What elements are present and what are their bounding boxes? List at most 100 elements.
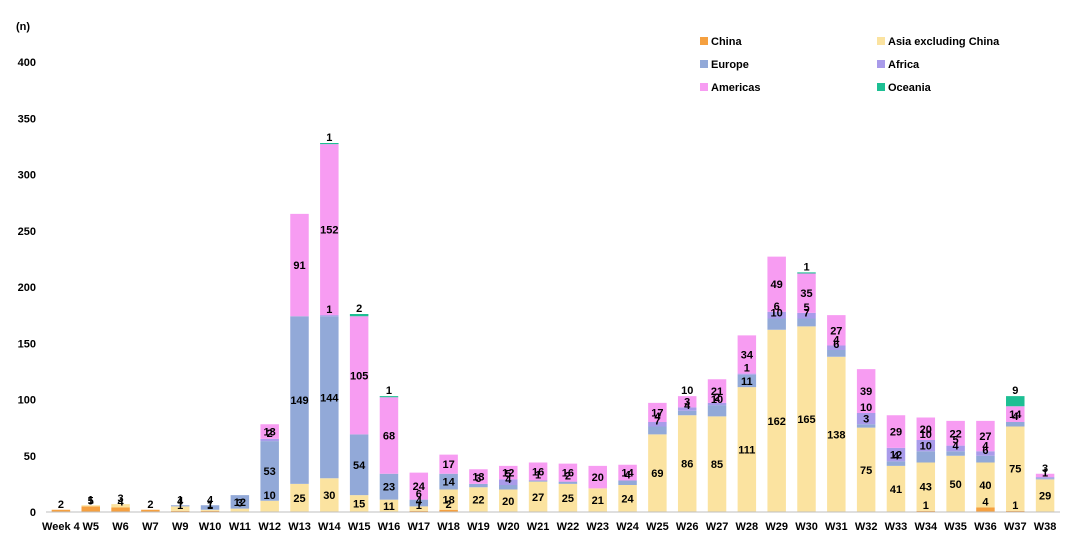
data-label: 10 — [771, 308, 783, 320]
data-label: 14 — [442, 477, 455, 489]
bar-segment — [767, 311, 786, 319]
data-label: 29 — [1039, 491, 1051, 503]
legend-label: Americas — [711, 82, 761, 94]
bar-segment — [797, 326, 816, 512]
data-label: 2 — [714, 392, 720, 404]
y-tick-label: 50 — [24, 451, 36, 463]
data-label: 2 — [58, 499, 64, 511]
bar-segment — [707, 379, 727, 403]
data-label: 13 — [264, 427, 276, 439]
data-label: 2 — [356, 303, 362, 315]
y-tick-label: 300 — [18, 170, 36, 182]
data-label: 6 — [982, 445, 988, 457]
data-label: 1 — [207, 500, 213, 512]
x-tick-label: W38 — [1034, 521, 1057, 533]
bar-segment — [976, 462, 995, 508]
data-label: 1 — [803, 261, 809, 273]
data-label: 1 — [177, 500, 183, 512]
bar-segment — [827, 356, 846, 512]
data-label: 4 — [833, 335, 840, 347]
bar-segment — [558, 483, 578, 512]
y-tick-label: 350 — [18, 113, 36, 125]
bar-segment — [737, 335, 757, 374]
data-label: 25 — [562, 493, 574, 505]
x-tick-label: W36 — [974, 521, 997, 533]
data-label: 5 — [803, 302, 809, 314]
data-label: 18 — [442, 495, 454, 507]
data-label: 4 — [505, 474, 512, 486]
bar-segment — [349, 434, 369, 496]
bar-stacks — [51, 143, 1055, 512]
data-label: 4 — [953, 440, 960, 452]
bar-segment — [1006, 422, 1025, 427]
data-label: 1 — [535, 470, 541, 482]
data-label: 25 — [293, 493, 305, 505]
bar-segment — [886, 461, 906, 466]
x-tick-label: W32 — [855, 521, 878, 533]
bar-segment — [767, 329, 786, 512]
bar-segment — [379, 473, 399, 500]
data-label: 75 — [1009, 464, 1021, 476]
bar-segment — [618, 485, 637, 512]
data-label: 34 — [741, 350, 754, 362]
data-label: 86 — [681, 459, 693, 471]
bar-segment — [618, 464, 637, 481]
legend-swatch — [700, 83, 708, 91]
data-label: 4 — [117, 497, 124, 509]
bar-segment — [946, 451, 965, 456]
data-labels: 2 51 43 2 141 114 3121053213251499130144115211… — [58, 132, 1051, 513]
data-label: 1 — [207, 499, 213, 511]
bar-segment — [170, 505, 190, 507]
data-label: 7 — [654, 416, 660, 428]
bar-segment — [170, 510, 190, 512]
x-tick-label: W37 — [1004, 521, 1027, 533]
bar-segment — [260, 441, 279, 501]
bar-segment — [469, 469, 488, 484]
data-label: 10 — [920, 429, 932, 441]
bar-segment — [499, 465, 518, 480]
bar-segment — [409, 499, 429, 507]
bar-segment — [976, 451, 995, 456]
x-tick-label: W15 — [348, 521, 371, 533]
bar-segment — [767, 256, 786, 312]
data-label: 15 — [353, 499, 365, 511]
data-label: 10 — [920, 440, 932, 452]
data-label: 5 — [953, 435, 959, 447]
data-label: 1 — [326, 304, 332, 316]
x-tick-label: W29 — [765, 521, 788, 533]
data-label: 3 — [237, 498, 243, 510]
data-label: 10 — [681, 385, 693, 397]
data-label: 4 — [416, 495, 423, 507]
bar-segment — [1006, 426, 1025, 511]
bar-segment — [349, 495, 369, 512]
bar-segment — [916, 451, 936, 463]
data-label: 49 — [771, 279, 783, 291]
bar-segment — [260, 438, 279, 442]
bar-segment — [797, 312, 816, 319]
data-label: 5 — [505, 468, 511, 480]
data-label: 9 — [1012, 385, 1018, 397]
bar-segment — [707, 402, 727, 406]
data-label: 4 — [1012, 411, 1019, 423]
data-label: 4 — [982, 440, 989, 452]
x-tick-label: W28 — [736, 521, 759, 533]
data-label: 138 — [827, 429, 845, 441]
bar-segment — [409, 510, 429, 512]
data-label: 10 — [860, 402, 872, 414]
data-label: 7 — [803, 308, 809, 320]
bar-segment — [856, 424, 876, 428]
legend-swatch — [877, 60, 885, 68]
data-label: 4 — [893, 450, 900, 462]
legend-label: Asia excluding China — [888, 36, 1000, 48]
data-label: 4 — [654, 411, 661, 423]
data-label: 85 — [711, 459, 723, 471]
bar-segment — [141, 509, 160, 512]
data-label: 152 — [320, 225, 338, 237]
data-label: 144 — [320, 392, 339, 404]
bar-segment — [827, 350, 846, 357]
bar-segment — [528, 480, 548, 482]
bar-segment — [1006, 406, 1025, 422]
bar-segment — [976, 455, 995, 463]
data-label: 14 — [1009, 409, 1022, 421]
data-label: 6 — [833, 339, 839, 351]
